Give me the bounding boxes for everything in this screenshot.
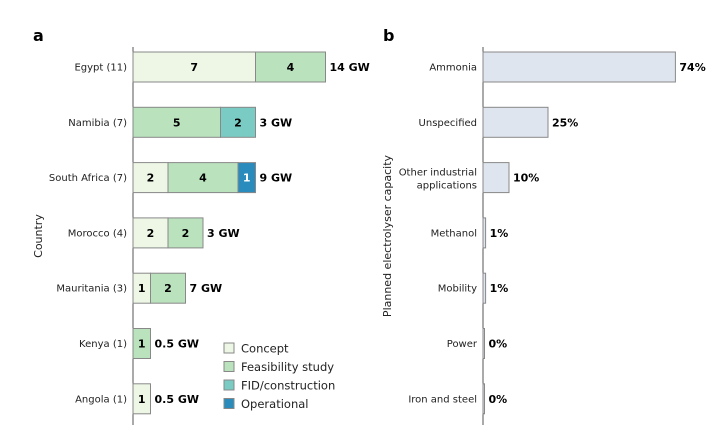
bar-segment-feasibility-study: [255, 51, 326, 83]
bar: [482, 51, 676, 83]
legend-swatch: [223, 379, 235, 391]
value-label: 0%: [489, 393, 508, 406]
segment-label: 1: [243, 172, 251, 185]
total-label: 9 GW: [260, 172, 293, 185]
total-label: 14 GW: [330, 61, 370, 74]
segment-label: 7: [190, 61, 198, 74]
value-label: 25%: [552, 116, 578, 129]
total-label: 3 GW: [260, 116, 293, 129]
segment-label: 1: [138, 338, 146, 351]
bar: [482, 328, 485, 359]
category-label: Ammonia: [429, 63, 477, 74]
category-label: Egypt (11): [74, 63, 127, 74]
category-label: Other industrial: [399, 168, 477, 179]
segment-label: 2: [147, 227, 155, 240]
bar-segment-fid-construction: [220, 106, 256, 138]
legend-swatch: [223, 342, 235, 354]
segment-label: 2: [234, 116, 242, 129]
value-label: 10%: [513, 172, 539, 185]
legend-label: Feasibility study: [241, 360, 334, 374]
total-label: 7 GW: [190, 282, 223, 295]
bar-segment-operational: [237, 162, 256, 194]
bar: [482, 106, 549, 138]
bar: [482, 272, 487, 304]
category-label: Kenya (1): [79, 339, 127, 350]
bar: [482, 162, 510, 194]
value-label: 74%: [679, 61, 705, 74]
value-label: 1%: [490, 227, 509, 240]
bar: [482, 383, 485, 415]
bar-segment-feasibility-study: [132, 106, 221, 138]
legend-label: Operational: [241, 397, 308, 411]
value-label: 1%: [490, 282, 509, 295]
y-axis-label-b: Planned electrolyser capacity: [381, 154, 394, 317]
bar-segment-feasibility-study: [167, 217, 204, 249]
bar-segment-feasibility-study: [167, 162, 239, 194]
segment-label: 5: [173, 116, 181, 129]
total-label: 0.5 GW: [155, 393, 199, 406]
category-label: Mauritania (3): [56, 284, 127, 295]
panel-label-a: a: [33, 26, 44, 45]
bar: [482, 217, 487, 249]
category-label: Methanol: [431, 228, 477, 239]
category-label: Power: [447, 339, 478, 350]
bar-segment-concept: [132, 383, 151, 415]
category-label: Namibia (7): [68, 118, 127, 129]
category-label: Morocco (4): [68, 228, 127, 239]
segment-label: 1: [138, 393, 146, 406]
value-label: 0%: [489, 338, 508, 351]
bar-segment-feasibility-study: [132, 328, 151, 359]
category-label: Mobility: [438, 284, 477, 295]
segment-label: 2: [147, 172, 155, 185]
legend-swatch: [223, 398, 235, 409]
bar-segment-feasibility-study: [150, 272, 186, 304]
legend-label: Concept: [241, 342, 289, 356]
segment-label: 4: [287, 61, 295, 74]
category-label: Unspecified: [419, 118, 477, 129]
total-label: 3 GW: [207, 227, 240, 240]
category-label: applications: [417, 181, 477, 192]
legend-swatch: [223, 361, 235, 372]
total-label: 0.5 GW: [155, 338, 199, 351]
panel-label-b: b: [383, 26, 394, 45]
segment-label: 4: [199, 172, 207, 185]
segment-label: 1: [138, 282, 146, 295]
segment-label: 2: [164, 282, 172, 295]
segment-label: 2: [182, 227, 190, 240]
y-axis-label-a: Country: [32, 214, 45, 258]
category-label: South Africa (7): [49, 173, 127, 184]
category-label: Angola (1): [75, 394, 127, 405]
category-label: Iron and steel: [408, 394, 477, 405]
legend-label: FID/construction: [241, 379, 335, 393]
